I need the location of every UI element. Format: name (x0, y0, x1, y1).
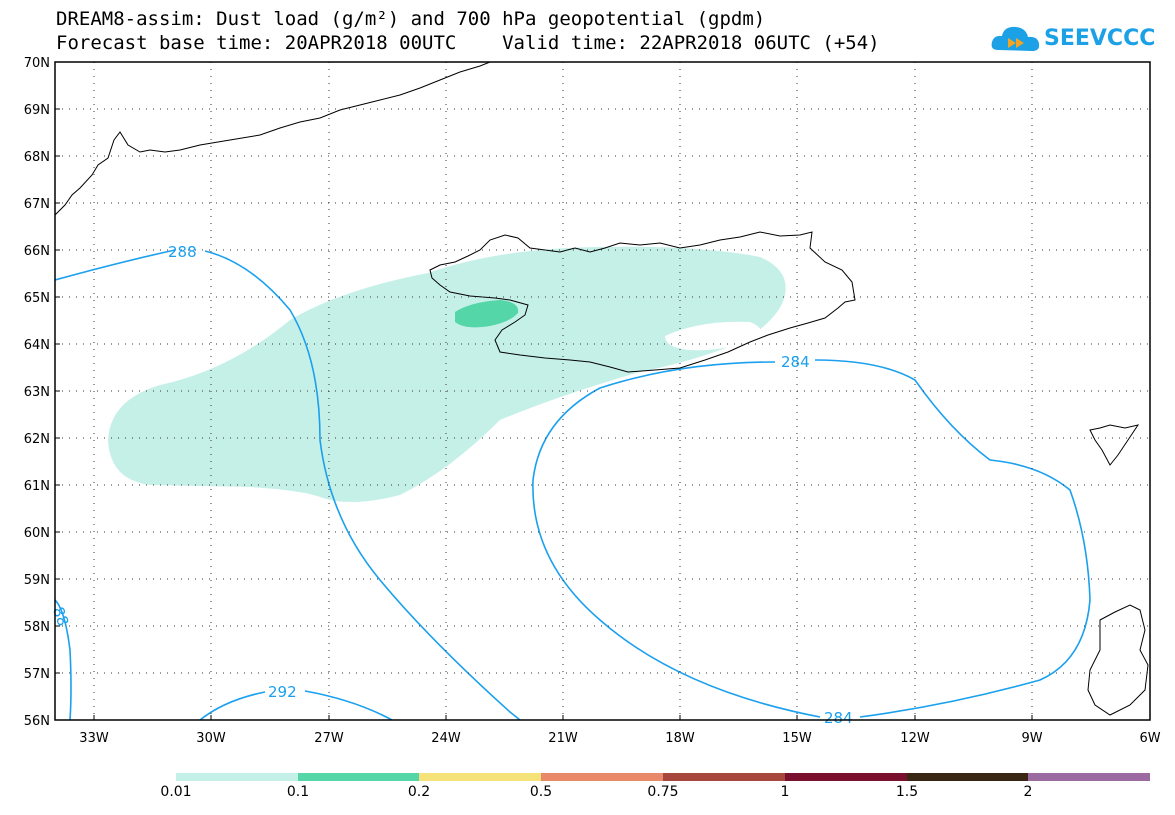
iceland-coast (429, 231, 856, 373)
contour-292-south (199, 690, 393, 720)
scotland-coast (1087, 604, 1149, 716)
colorbar-segment (1028, 773, 1150, 781)
contour-label: 288 (168, 243, 197, 261)
contour-label: 284 (781, 353, 810, 371)
chart-subtitle: Forecast base time: 20APR2018 00UTC Vali… (56, 32, 880, 54)
coastlines (55, 62, 1149, 716)
lat-label: 66N (24, 244, 50, 259)
logo-text: SEEVCCC (1044, 26, 1156, 51)
contour-288-west (55, 599, 72, 720)
colorbar-label: 0.1 (286, 784, 310, 800)
colorbar-segment (663, 773, 785, 781)
lon-label: 27W (314, 731, 344, 746)
lat-label: 68N (24, 150, 50, 165)
lon-label: 18W (665, 731, 695, 746)
lat-label: 58N (24, 620, 50, 635)
lat-label: 65N (24, 291, 50, 306)
lon-label: 15W (782, 731, 812, 746)
contour-284-east (532, 359, 1091, 718)
colorbar-label: 0.5 (529, 784, 553, 800)
colorbar-segment (785, 773, 907, 781)
chart-title: DREAM8-assim: Dust load (g/m²) and 700 h… (56, 8, 766, 30)
lat-label: 63N (24, 385, 50, 400)
colorbar-segment (419, 773, 541, 781)
dust-area-low (108, 246, 786, 503)
lat-label: 61N (24, 479, 50, 494)
colorbar-label: 1 (780, 784, 790, 800)
axis-ticks (55, 61, 1033, 720)
colorbar-segment (176, 773, 298, 781)
cloud-icon (991, 26, 1040, 51)
lat-label: 60N (24, 526, 50, 541)
lon-label: 30W (196, 731, 226, 746)
dust-area-high (455, 300, 519, 328)
lon-label: 21W (548, 731, 578, 746)
contour-label: 284 (824, 709, 853, 727)
grid-lines (55, 62, 1150, 720)
lat-label: 64N (24, 338, 50, 353)
lat-label: 62N (24, 432, 50, 447)
colorbar-segment (541, 773, 663, 781)
faroe-coast (1089, 424, 1140, 466)
lat-label: 69N (24, 103, 50, 118)
contour-label: 292 (268, 683, 297, 701)
lon-label: 6W (1139, 731, 1160, 746)
lon-label: 33W (79, 731, 109, 746)
lat-label: 59N (24, 573, 50, 588)
lon-label: 24W (431, 731, 461, 746)
contour-288-north (55, 249, 521, 720)
lat-label: 67N (24, 197, 50, 212)
colorbar-label: 0.75 (647, 784, 679, 800)
lat-label: 57N (24, 667, 50, 682)
lat-label: 70N (24, 56, 50, 71)
contour-label: 88 (49, 604, 72, 628)
geopotential-contours (55, 249, 1091, 720)
colorbar-segment (907, 773, 1028, 781)
dust-gap (665, 321, 761, 351)
lon-label: 9W (1021, 731, 1042, 746)
colorbar-label: 0.2 (407, 784, 431, 800)
seevccc-logo: SEEVCCC (990, 20, 1155, 60)
colorbar-segment (298, 773, 419, 781)
colorbar-label: 2 (1023, 784, 1033, 800)
greenland-coast (55, 62, 491, 216)
colorbar-label: 1.5 (895, 784, 919, 800)
lon-label: 12W (900, 731, 930, 746)
colorbar-label: 0.01 (160, 784, 192, 800)
lat-label: 56N (24, 714, 50, 729)
